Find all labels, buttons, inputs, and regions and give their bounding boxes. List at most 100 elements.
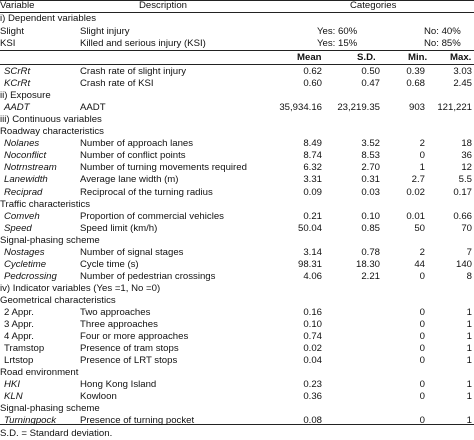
row-reciprad-max: 0.17: [453, 186, 472, 198]
row-cycletime-max: 140: [455, 258, 472, 270]
stats-header-sd: S.D.: [357, 52, 376, 63]
row-3-appr--description: Three approaches: [80, 319, 158, 331]
row-pedcrossing-mean: 4.06: [303, 270, 322, 282]
row-noconflict-mean: 8.74: [303, 150, 322, 162]
row-scrrt-variable: SCrRt: [4, 66, 31, 77]
row-nostages-mean: 3.14: [303, 246, 322, 258]
row-nolanes-sd: 3.52: [361, 138, 380, 150]
row-hki-description: Hong Kong Island: [80, 379, 157, 391]
stats-header-top-rule: [0, 50, 474, 51]
subsection-signal-phasing: Signal-phasing scheme: [0, 234, 100, 246]
column-header-categories: Categories: [350, 0, 397, 11]
row-nolanes-max: 18: [461, 138, 472, 150]
row-pedcrossing-variable: Pedcrossing: [4, 270, 57, 282]
row-4-appr--mean: 0.74: [303, 331, 322, 343]
row-aadt-description: AADT: [80, 102, 106, 114]
row-speed-sd: 0.85: [361, 222, 380, 234]
row-speed-description: Speed limit (km/h): [80, 222, 158, 234]
row-turningpock-mean: 0.08: [303, 415, 322, 427]
column-header-description: Description: [139, 0, 187, 11]
row-nostages-sd: 0.78: [361, 246, 380, 258]
row-notrnstream-max: 12: [461, 162, 472, 174]
row-noconflict-max: 36: [461, 150, 472, 162]
row-lrtstop-variable: Lrtstop: [4, 355, 34, 367]
row-tramstop-max: 1: [466, 343, 472, 355]
row-scrrt-sd: 0.50: [361, 66, 380, 77]
row-kcrrt-max: 2.45: [453, 78, 472, 90]
section-continuous-variables: iii) Continuous variables: [0, 114, 102, 126]
row-4-appr--max: 1: [466, 331, 472, 343]
row-2-appr--max: 1: [466, 307, 472, 318]
row-2-appr--variable: 2 Appr.: [4, 307, 34, 318]
row-notrnstream-variable: Notrnstream: [4, 162, 57, 174]
row-reciprad-sd: 0.03: [361, 186, 380, 198]
row-lanewidth-min: 2.7: [411, 174, 425, 186]
row-noconflict-min: 0: [419, 150, 425, 162]
row-noconflict-sd: 8.53: [361, 150, 380, 162]
row-hki-max: 1: [466, 379, 472, 391]
row-slight-name: Slight: [0, 26, 24, 37]
stats-header-min: Min.: [408, 52, 428, 63]
row-tramstop-variable: Tramstop: [4, 343, 45, 355]
stats-header-max: Max.: [450, 52, 472, 63]
row-nolanes-description: Number of approach lanes: [80, 138, 194, 150]
row-speed-variable: Speed: [4, 222, 32, 234]
row-speed-min: 50: [414, 222, 425, 234]
row-pedcrossing-min: 0: [419, 270, 425, 282]
row-ksi-desc: Killed and serious injury (KSI): [80, 38, 206, 49]
row-scrrt-min: 0.39: [406, 66, 425, 77]
row-kln-max: 1: [466, 391, 472, 403]
row-lrtstop-description: Presence of LRT stops: [80, 355, 178, 367]
row-comveh-mean: 0.21: [303, 210, 322, 222]
row-4-appr--description: Four or more approaches: [80, 331, 189, 343]
row-tramstop-mean: 0.02: [303, 343, 322, 355]
table-bottom-rule: [0, 424, 474, 425]
row-kln-variable: KLN: [4, 391, 23, 403]
row-slight-yes: Yes: 60%: [317, 26, 358, 37]
row-aadt-mean: 35,934.16: [279, 102, 322, 114]
row-slight-no: No: 40%: [424, 26, 461, 37]
row-reciprad-mean: 0.09: [303, 186, 322, 198]
row-kln-description: Kowloon: [80, 391, 117, 403]
row-kcrrt-variable: KCrRt: [4, 78, 31, 90]
row-kcrrt-description: Crash rate of KSI: [80, 78, 154, 90]
row-nolanes-mean: 8.49: [303, 138, 322, 150]
row-comveh-description: Proportion of commercial vehicles: [80, 210, 224, 222]
row-cycletime-sd: 18.30: [355, 258, 380, 270]
row-lanewidth-variable: Lanewidth: [4, 174, 48, 186]
row-comveh-max: 0.66: [453, 210, 472, 222]
subsection-geometric: Geometrical characteristics: [0, 294, 116, 306]
row-lrtstop-min: 0: [419, 355, 425, 367]
row-reciprad-variable: Reciprad: [4, 186, 43, 198]
row-nolanes-variable: Nolanes: [4, 138, 40, 150]
row-lanewidth-max: 5.5: [458, 174, 472, 186]
row-speed-mean: 50.04: [297, 222, 322, 234]
subsection-traffic: Traffic characteristics: [0, 198, 91, 210]
row-cycletime-description: Cycle time (s): [80, 258, 139, 270]
row-nostages-min: 2: [419, 246, 425, 258]
row-lanewidth-sd: 0.31: [361, 174, 380, 186]
section-exposure: ii) Exposure: [0, 90, 51, 102]
row-kln-min: 0: [419, 391, 425, 403]
row-aadt-max: 121,221: [437, 102, 472, 114]
row-3-appr--min: 0: [419, 319, 425, 331]
subsection-roadway: Roadway characteristics: [0, 126, 104, 138]
row-comveh-sd: 0.10: [361, 210, 380, 222]
header-rule: [0, 12, 474, 13]
row-3-appr--mean: 0.10: [303, 319, 322, 331]
row-kcrrt-mean: 0.60: [303, 78, 322, 90]
row-lrtstop-mean: 0.04: [303, 355, 322, 367]
row-notrnstream-min: 1: [419, 162, 425, 174]
row-kcrrt-min: 0.68: [406, 78, 425, 90]
row-noconflict-description: Number of conflict points: [80, 150, 186, 162]
row-comveh-variable: Comveh: [4, 210, 40, 222]
row-turningpock-min: 0: [419, 415, 425, 427]
row-scrrt-mean: 0.62: [303, 66, 322, 77]
row-speed-max: 70: [461, 222, 472, 234]
row-turningpock-description: Presence of turning pocket: [80, 415, 195, 427]
row-3-appr--max: 1: [466, 319, 472, 331]
row-aadt-min: 903: [408, 102, 425, 114]
row-kln-mean: 0.36: [303, 391, 322, 403]
row-notrnstream-sd: 2.70: [361, 162, 380, 174]
